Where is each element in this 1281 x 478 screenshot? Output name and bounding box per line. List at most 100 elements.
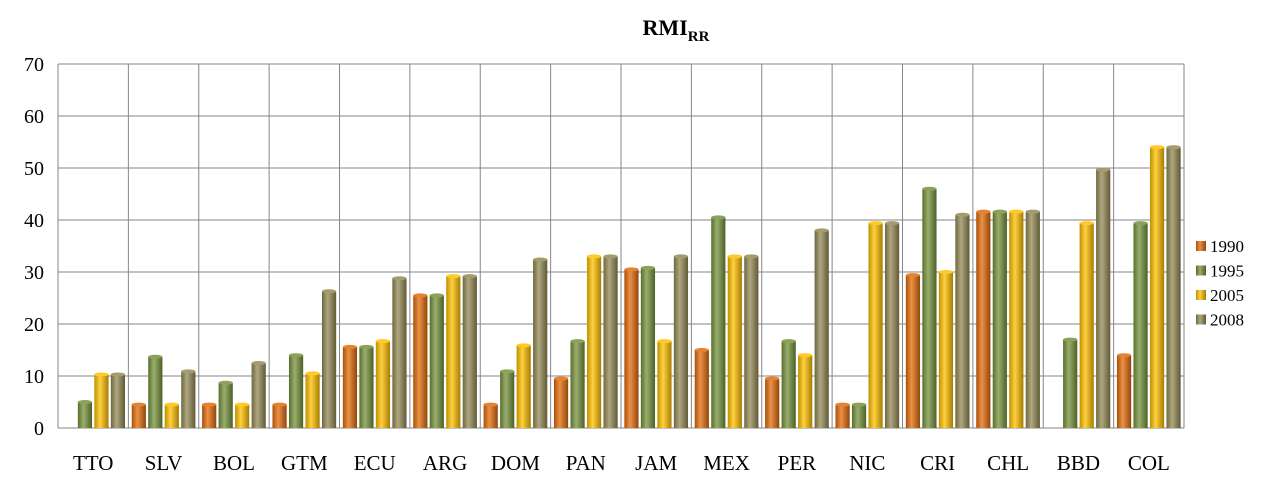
x-tick-label: BBD	[1057, 451, 1100, 475]
bar-top-jam-1995	[640, 265, 656, 270]
bar-top-tto-2008	[110, 372, 126, 377]
bar-top-nic-1990	[835, 402, 850, 407]
x-tick-label: COL	[1128, 451, 1170, 475]
bar-top-bol-2005	[235, 402, 250, 407]
bar-col-1990	[1116, 355, 1132, 428]
y-tick-label: 60	[24, 106, 44, 128]
bar-cri-1995	[922, 188, 937, 428]
x-tick-label: PER	[778, 451, 817, 475]
axes: 0 10 20 30 40 50 60 70 TTO SLV BOL GTM ECU ARG DOM PAN J…	[24, 54, 1170, 475]
x-tick-label: SLV	[145, 451, 183, 475]
bar-chl-1995	[992, 211, 1007, 428]
legend-label-1995: 1995	[1210, 262, 1244, 281]
bar-dom-1990	[483, 404, 498, 428]
bar-top-arg-2005	[446, 274, 461, 279]
bar-tto-2008	[110, 374, 126, 428]
bar-dom-2008	[533, 259, 548, 428]
bar-slv-1990	[131, 404, 146, 428]
x-tick-label: TTO	[73, 451, 113, 475]
bar-ecu-2005	[375, 341, 391, 428]
y-tick-label: 50	[24, 158, 44, 180]
bar-top-dom-1995	[500, 369, 515, 374]
bar-gtm-2008	[321, 291, 337, 428]
bar-top-jam-2008	[673, 254, 689, 259]
bar-slv-2008	[181, 371, 196, 428]
grid	[57, 63, 1185, 429]
bar-dom-1995	[500, 371, 515, 428]
bar-jam-1990	[624, 269, 639, 428]
y-tick-label: 0	[34, 418, 44, 440]
bar-top-dom-2008	[533, 257, 548, 262]
bar-top-gtm-2005	[305, 371, 320, 376]
bar-top-tto-2005	[94, 372, 109, 377]
x-tick-label: CRI	[920, 451, 955, 475]
bar-col-2005	[1149, 147, 1165, 428]
bar-arg-1990	[413, 295, 428, 428]
bar-top-arg-1990	[413, 293, 428, 298]
x-tick-label: BOL	[213, 451, 255, 475]
bar-bbd-2005	[1079, 223, 1094, 428]
legend-label-2005: 2005	[1210, 286, 1244, 305]
bar-top-mex-1995	[711, 215, 726, 220]
bar-top-ecu-2008	[392, 276, 407, 281]
bar-cri-2008	[955, 214, 970, 428]
bar-chl-2008	[1025, 211, 1040, 428]
bar-dom-2005	[516, 345, 531, 428]
x-tick-label: GTM	[281, 451, 328, 475]
chart-title-main: RMI	[643, 15, 688, 40]
y-tick-label: 40	[24, 210, 44, 232]
bar-bol-1990	[202, 404, 217, 428]
bar-top-slv-2005	[164, 402, 179, 407]
bar-top-cri-1990	[905, 273, 921, 278]
x-tick-label: JAM	[635, 451, 677, 475]
legend-label-2008: 2008	[1210, 311, 1244, 330]
x-tick-label: CHL	[987, 451, 1029, 475]
bar-per-2005	[798, 355, 813, 428]
bar-top-bol-2008	[251, 361, 266, 365]
bar-arg-2005	[446, 276, 461, 428]
bar-bbd-2008	[1096, 169, 1111, 428]
bar-gtm-2005	[305, 373, 320, 428]
bar-top-mex-1990	[694, 348, 709, 352]
bar-mex-2005	[727, 256, 742, 428]
bar-top-nic-2008	[884, 221, 900, 226]
legend-label-1990: 1990	[1210, 237, 1244, 256]
bar-top-arg-2008	[462, 274, 477, 279]
x-tick-label: DOM	[491, 451, 540, 475]
x-tick-label: MEX	[703, 451, 750, 475]
bar-col-1995	[1133, 223, 1148, 428]
bar-top-col-1995	[1133, 221, 1148, 226]
bar-arg-2008	[462, 276, 477, 428]
bar-top-ecu-2005	[375, 339, 391, 344]
bar-top-chl-1995	[992, 209, 1007, 214]
bar-jam-2005	[657, 341, 672, 428]
bars	[77, 145, 1181, 428]
bar-top-dom-2005	[516, 343, 531, 348]
bar-top-gtm-1990	[272, 402, 287, 407]
bar-nic-2008	[884, 223, 900, 428]
bar-top-bol-1995	[218, 380, 233, 385]
bar-top-per-1990	[765, 376, 780, 381]
bar-nic-2005	[868, 223, 883, 428]
bar-top-ecu-1990	[342, 344, 358, 349]
bar-ecu-2008	[392, 278, 407, 428]
bar-top-chl-1990	[976, 209, 991, 214]
bar-top-mex-2008	[744, 254, 759, 259]
bar-cri-2005	[938, 272, 954, 428]
bar-slv-1995	[148, 356, 163, 428]
bar-pan-2008	[603, 256, 618, 428]
y-tick-label: 10	[24, 366, 44, 388]
bar-top-pan-2008	[603, 254, 618, 259]
bar-top-pan-1995	[570, 339, 585, 344]
bar-per-1990	[765, 378, 780, 428]
bar-bol-2008	[251, 363, 266, 428]
x-tick-label: ECU	[354, 451, 396, 475]
bar-top-cri-2005	[938, 270, 954, 274]
bar-top-per-2008	[814, 228, 829, 233]
legend-swatch-1990	[1196, 241, 1206, 251]
x-tick-label: NIC	[849, 451, 885, 475]
bar-top-cri-1995	[922, 186, 937, 191]
bar-top-bbd-2008	[1096, 167, 1111, 172]
bar-mex-1995	[711, 217, 726, 428]
